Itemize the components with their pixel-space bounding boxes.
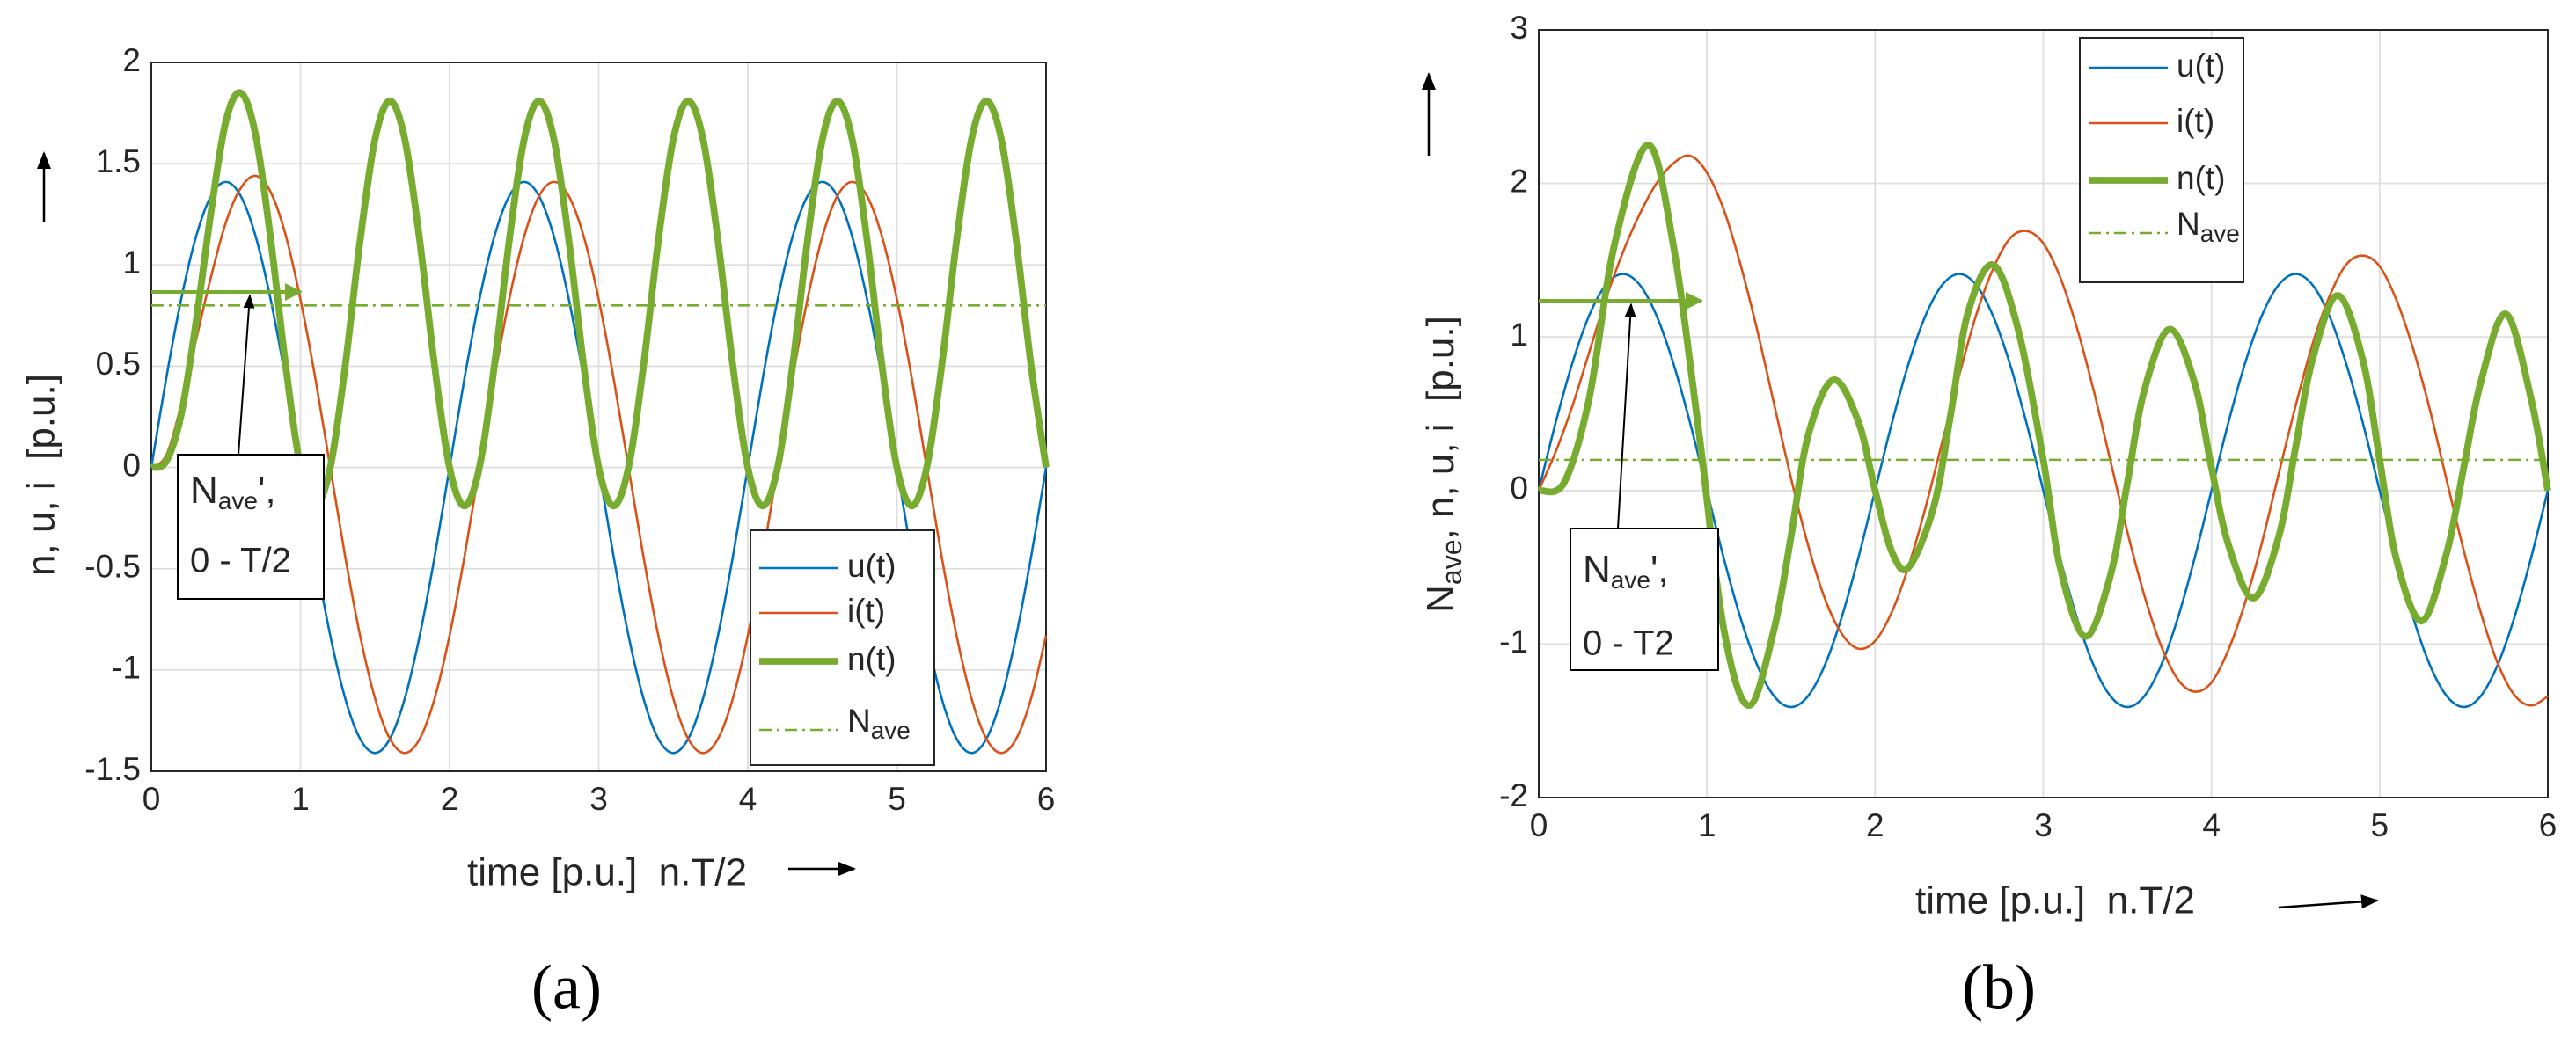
y-tick-label: -1	[112, 650, 141, 686]
y-tick-label: 2	[122, 42, 141, 78]
legend-label: i(t)	[847, 593, 885, 629]
legend-label-sub: ave	[2200, 220, 2240, 247]
x-tick-label: 6	[2539, 807, 2558, 843]
y-axis-label-sub: ave	[1437, 539, 1468, 585]
y-tick-label: 1.5	[96, 143, 141, 179]
legend-label: Nave	[847, 703, 911, 745]
xlabel-arrow	[2278, 894, 2379, 909]
annotation-text-main: N	[190, 469, 218, 512]
y-axis-label: n, u, i [p.u.]	[20, 374, 63, 576]
legend-box	[2079, 37, 2244, 283]
annotation-arrow	[1617, 303, 1636, 529]
y-tick-label: 2	[1510, 163, 1528, 199]
annotation-text: 0 - T/2	[190, 542, 291, 580]
y-tick-label: -0.5	[84, 548, 141, 584]
legend-label: u(t)	[847, 548, 896, 584]
legend-label: u(t)	[2177, 47, 2226, 84]
y-tick-label: -1.5	[84, 751, 141, 787]
legend-label-sub: ave	[871, 717, 911, 744]
annotation-text: Nave',	[1583, 548, 1669, 594]
annotation-arrow	[238, 294, 255, 456]
annotation-text: Nave',	[190, 469, 276, 515]
x-tick-label: 4	[739, 781, 757, 817]
y-tick-label: 3	[1510, 10, 1528, 46]
legend-label: Nave	[2177, 206, 2240, 248]
series-line	[150, 174, 1048, 755]
annotation-text-suffix: ',	[258, 469, 276, 512]
axes-box	[1538, 29, 2549, 798]
annotation-text-sub: ave	[218, 487, 258, 514]
x-tick-label: 4	[2202, 807, 2221, 843]
panel-label: (b)	[1962, 952, 2036, 1023]
x-tick-label: 0	[143, 781, 161, 817]
series-line	[1537, 154, 2549, 707]
legend-label: n(t)	[847, 641, 896, 677]
x-tick-label: 2	[1866, 807, 1884, 843]
x-tick-label: 2	[441, 781, 459, 817]
y-axis-label: Nave, n, u, i [p.u.]	[1419, 316, 1468, 613]
y-tick-label: 1	[1510, 317, 1528, 353]
y-tick-label: 1	[122, 244, 141, 281]
annotation-text-sub: ave	[1611, 566, 1650, 594]
annotation-text-main: N	[1583, 548, 1611, 591]
legend-label: n(t)	[2177, 160, 2226, 196]
legend-label-main: N	[2177, 206, 2200, 242]
x-tick-label: 1	[291, 781, 310, 817]
y-tick-label: 0	[122, 447, 141, 483]
x-axis-label: time [p.u.] n.T/2	[467, 851, 747, 894]
y-axis-label-suffix: , n, u, i [p.u.]	[1419, 316, 1462, 539]
axes-box	[150, 62, 1047, 772]
x-tick-label: 0	[1530, 807, 1548, 843]
panel-label: (a)	[531, 952, 602, 1023]
x-tick-label: 6	[1037, 781, 1056, 817]
x-tick-label: 5	[2371, 807, 2389, 843]
y-tick-label: -1	[1499, 623, 1528, 660]
annotation-text: 0 - T2	[1583, 624, 1674, 663]
x-axis-label: time [p.u.] n.T/2	[1915, 879, 2195, 922]
y-tick-label: -2	[1499, 777, 1528, 813]
annotation-box	[1570, 528, 1719, 671]
x-tick-label: 3	[2034, 807, 2053, 843]
annotation-text-suffix: ',	[1650, 548, 1669, 591]
x-tick-label: 3	[589, 781, 608, 817]
legend-label: i(t)	[2177, 103, 2214, 139]
x-tick-label: 1	[1698, 807, 1716, 843]
annotation-box	[177, 454, 325, 600]
y-tick-label: 0	[1510, 470, 1528, 507]
y-axis-label-main: N	[1419, 585, 1462, 613]
legend-box	[750, 529, 935, 766]
y-tick-label: 0.5	[96, 346, 141, 382]
legend-label-main: N	[847, 703, 871, 739]
x-tick-label: 5	[888, 781, 906, 817]
